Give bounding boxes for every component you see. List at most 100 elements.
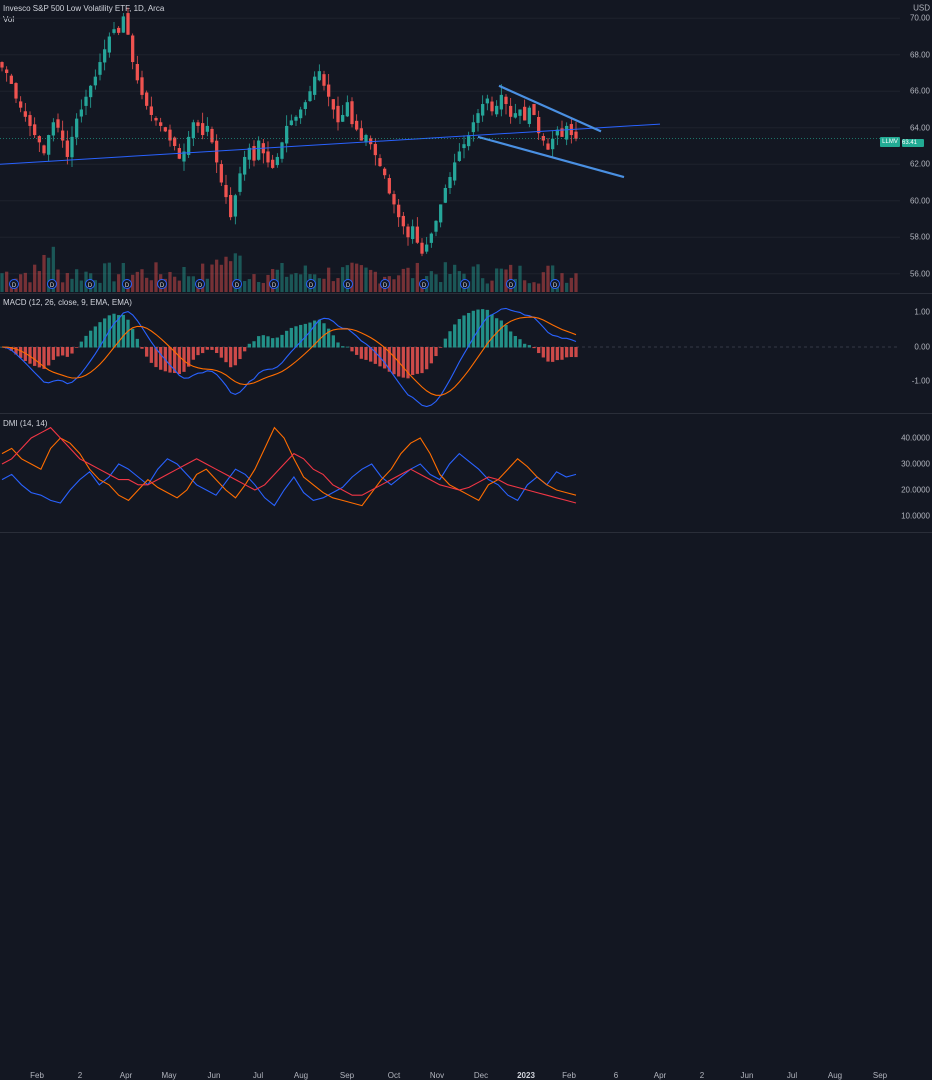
- volume-bar: [341, 267, 345, 292]
- candle-body: [294, 116, 298, 121]
- candle-body: [415, 226, 419, 243]
- macd-histogram-bar: [392, 347, 396, 375]
- macd-histogram-bar: [135, 338, 139, 348]
- dividend-marker: [460, 279, 470, 289]
- candle-body: [467, 135, 471, 147]
- macd-histogram-bar: [93, 326, 97, 348]
- time-axis-separator: [0, 532, 932, 533]
- candle-body: [359, 128, 363, 141]
- candle-body: [126, 13, 130, 35]
- price-axis[interactable]: 70.00 68.00 66.00 64.00 62.00 60.00 58.00 56.00: [900, 0, 932, 292]
- dividend-marker-label: D: [88, 283, 93, 289]
- candle-body: [513, 113, 517, 118]
- dmi-pane[interactable]: [0, 414, 900, 532]
- volume-bar: [345, 265, 349, 292]
- volume-bar: [453, 264, 457, 292]
- volume-bar: [317, 278, 321, 292]
- macd-histogram-bar: [9, 347, 13, 351]
- candle-body: [19, 101, 23, 108]
- candle-body: [0, 62, 4, 68]
- macd-histogram-bar: [89, 330, 93, 348]
- macd-histogram-bar: [443, 338, 447, 348]
- candle-body: [285, 125, 289, 144]
- volume-bar: [98, 282, 102, 292]
- macd-histogram-bar: [294, 326, 298, 348]
- dividend-marker: [9, 279, 19, 289]
- macd-histogram-bar: [61, 347, 65, 356]
- macd-histogram-bar: [98, 322, 102, 348]
- chart-title: Invesco S&P 500 Low Volatility ETF, 1D, …: [3, 4, 165, 13]
- macd-histogram-bar: [565, 347, 569, 358]
- volume-bar: [289, 274, 293, 292]
- volume-bar: [457, 271, 461, 292]
- pane-separator-1[interactable]: [0, 293, 932, 294]
- dividend-marker-label: D: [235, 283, 240, 289]
- price-axis-label: 60.00: [909, 196, 930, 206]
- candle-body: [159, 122, 163, 126]
- candle-body: [103, 49, 107, 63]
- macd-histogram-bar: [247, 343, 251, 348]
- time-label: Aug: [293, 1071, 309, 1080]
- time-axis[interactable]: Feb 2 Apr May Jun Jul Aug Sep Oct Nov De…: [0, 532, 900, 1080]
- volume-bar: [527, 283, 531, 292]
- macd-axis[interactable]: 1.00 0.00 -1.00: [911, 307, 930, 386]
- dividend-marker: [550, 279, 560, 289]
- macd-histogram-bar: [387, 347, 391, 372]
- macd-histogram-bar: [280, 334, 284, 348]
- candle-body: [448, 177, 452, 188]
- time-label: Sep: [872, 1071, 888, 1080]
- candle-body: [350, 101, 354, 125]
- macd-histogram-bar: [383, 347, 387, 369]
- volume-bar: [229, 261, 233, 292]
- candle-body: [224, 184, 228, 198]
- candle-body: [308, 91, 312, 102]
- macd-histogram-bar: [420, 347, 424, 374]
- dmi-chart[interactable]: [0, 414, 900, 532]
- candle-body: [154, 118, 158, 121]
- volume-bar: [93, 280, 97, 292]
- candle-body: [387, 178, 391, 194]
- candle-body: [457, 151, 461, 161]
- candle-body: [443, 187, 447, 203]
- volume-bar: [541, 272, 545, 292]
- volume-bar: [299, 274, 303, 292]
- pane-separator-2[interactable]: [0, 413, 932, 414]
- dmi-axis-label: 10.0000: [901, 511, 930, 521]
- macd-pane[interactable]: [0, 294, 900, 412]
- candle-body: [504, 96, 508, 105]
- macd-histogram-bar: [490, 314, 494, 348]
- volume-bar: [523, 280, 527, 292]
- candle-body: [327, 84, 331, 97]
- candle-body: [541, 136, 545, 141]
- macd-histogram-bar: [359, 347, 363, 359]
- volume-bar: [56, 269, 60, 292]
- candle-body: [149, 106, 153, 115]
- macd-line: [1, 307, 577, 408]
- macd-histogram-bar: [182, 347, 186, 372]
- dmi-axis[interactable]: 40.0000 30.0000 20.0000 10.0000: [900, 414, 932, 532]
- macd-histogram-bar: [327, 328, 331, 348]
- time-label: 6: [613, 1071, 619, 1080]
- candle-body: [47, 135, 51, 155]
- macd-chart[interactable]: [0, 294, 900, 412]
- macd-histogram-bar: [299, 324, 303, 348]
- candle-body: [322, 74, 326, 86]
- candle-body: [481, 104, 485, 116]
- macd-histogram-bar: [252, 341, 256, 348]
- dividend-marker: [269, 279, 279, 289]
- macd-histogram-bar: [149, 347, 153, 363]
- candle-body: [303, 102, 307, 109]
- candle-body: [23, 111, 27, 117]
- dividend-marker-label: D: [553, 283, 558, 289]
- dividend-marker-label: D: [383, 283, 388, 289]
- macd-histogram-bar: [103, 318, 107, 348]
- macd-histogram-bar: [177, 347, 181, 374]
- volume-label: Vol: [3, 15, 15, 24]
- dividend-marker: [157, 279, 167, 289]
- candle-body: [509, 105, 513, 117]
- candle-body: [112, 29, 116, 33]
- volume-bar: [177, 280, 181, 292]
- candle-body: [289, 120, 293, 126]
